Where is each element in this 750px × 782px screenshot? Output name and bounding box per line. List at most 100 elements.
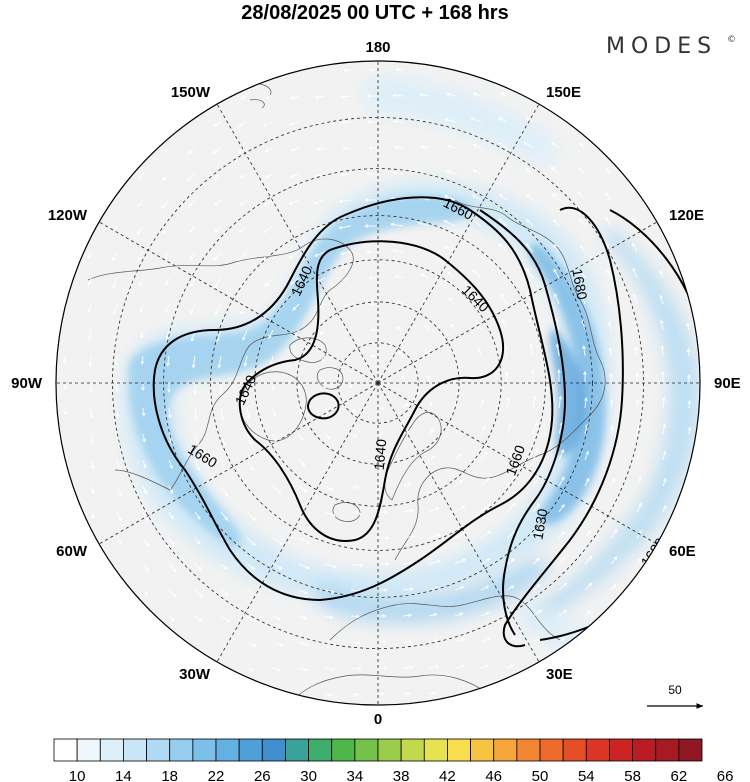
wind-arrow-head — [191, 364, 196, 369]
wind-arrow-head — [579, 142, 584, 147]
wind-arrow-head — [90, 490, 95, 495]
wind-arrow-head — [199, 593, 204, 598]
wind-arrow — [402, 640, 412, 643]
wind-arrow-head — [497, 142, 502, 147]
wind-arrow-head — [304, 667, 309, 672]
wind-arrow-head — [172, 593, 177, 598]
wind-arrow-head — [558, 395, 563, 400]
wind-arrow — [633, 294, 638, 305]
wind-arrow-head — [197, 566, 202, 571]
wind-arrow — [480, 558, 490, 565]
colorbar-swatch — [238, 738, 263, 762]
wind-arrow-head — [213, 176, 217, 180]
wind-arrow-head — [436, 559, 442, 564]
wind-arrow — [164, 277, 170, 286]
latitude-circle — [163, 168, 593, 598]
wind-arrow-head — [394, 145, 399, 150]
wind-arrow-head — [366, 250, 370, 254]
colorbar-swatch — [377, 738, 402, 762]
wind-arrow-head — [400, 374, 405, 379]
wind-arrow — [350, 485, 359, 489]
colorbar-swatch — [539, 738, 564, 762]
latitude-circle — [210, 215, 546, 551]
wind-arrow-head — [250, 668, 255, 672]
wind-arrow — [610, 584, 616, 591]
longitude-label: 60W — [56, 543, 88, 560]
wind-arrow — [581, 295, 586, 305]
wind-arrow-head — [474, 295, 478, 300]
wind-arrow — [340, 251, 352, 255]
wind-arrow — [112, 277, 118, 288]
wind-arrow-head — [471, 194, 476, 198]
wind-arrow — [402, 483, 411, 487]
wind-arrow-head — [536, 530, 541, 535]
wind-arrow — [142, 459, 146, 468]
wind-arrow — [342, 121, 352, 124]
wind-arrow — [89, 355, 92, 366]
wind-arrow-head — [142, 438, 146, 443]
wind-arrow — [608, 296, 612, 305]
wind-arrow-head — [437, 533, 442, 537]
wind-arrow — [167, 355, 170, 366]
wind-arrow — [188, 199, 196, 207]
wind-arrow-head — [383, 510, 388, 514]
wind-arrow — [140, 329, 144, 338]
colorbar-tick-label: 34 — [347, 768, 364, 782]
wind-arrow-head — [662, 450, 667, 455]
wind-arrow-head — [290, 281, 295, 285]
contour-label: 1640 — [371, 438, 390, 471]
wind-arrow — [498, 219, 508, 227]
wind-arrow-head — [633, 319, 638, 324]
wind-arrow-head — [140, 360, 145, 365]
wind-arrow-head — [264, 174, 269, 179]
wind-arrow — [553, 269, 560, 279]
wind-arrow — [454, 613, 463, 617]
wind-arrow — [525, 243, 534, 253]
wind-arrow — [350, 563, 363, 567]
wind-arrow-head — [90, 440, 95, 445]
wind-arrow-head — [536, 637, 541, 641]
wind-arrow-head — [606, 269, 611, 274]
wind-arrow — [112, 225, 118, 233]
wind-arrow-head — [510, 585, 515, 589]
colorbar-swatch — [192, 738, 217, 762]
wind-arrow — [606, 168, 612, 175]
wind-arrow — [290, 173, 300, 178]
wind-arrow-head — [636, 423, 641, 429]
wind-arrow-head — [561, 637, 566, 642]
wind-arrow-head — [271, 386, 275, 391]
wind-arrow — [344, 69, 352, 72]
wind-arrow — [687, 349, 690, 357]
wind-arrow-head — [240, 96, 245, 100]
latitude-circle — [337, 342, 419, 424]
wind-arrow-head — [525, 117, 530, 121]
wind-arrow-head — [659, 319, 664, 324]
wind-arrow — [194, 407, 198, 420]
wind-arrow-head — [162, 177, 166, 181]
wind-arrow-head — [354, 692, 359, 697]
wind-arrow-head — [220, 416, 225, 421]
wind-arrow-head — [512, 637, 517, 641]
wind-arrow-head — [242, 336, 246, 341]
wind-arrow-head — [340, 173, 345, 177]
wind-arrow — [263, 225, 274, 233]
wind-arrow-head — [145, 543, 150, 548]
wind-arrow-head — [380, 692, 385, 696]
wind-arrow — [90, 433, 94, 444]
wind-arrow-head — [164, 255, 168, 260]
wind-arrow-head — [411, 534, 416, 539]
wind-arrow — [339, 225, 352, 229]
wind-arrow-head — [523, 141, 528, 146]
wind-arrow — [605, 192, 612, 201]
wind-arrow — [504, 346, 508, 357]
wind-arrow-head — [141, 387, 145, 392]
wind-arrow — [428, 507, 439, 513]
wind-arrow — [240, 303, 248, 315]
wind-arrow-head — [331, 513, 336, 517]
wind-arrow — [246, 667, 254, 672]
wind-arrow-head — [303, 489, 308, 493]
longitude-label: 150E — [546, 84, 581, 101]
wind-arrow-head — [483, 451, 488, 456]
wind-arrow-head — [431, 455, 436, 459]
wind-arrow — [263, 121, 274, 127]
